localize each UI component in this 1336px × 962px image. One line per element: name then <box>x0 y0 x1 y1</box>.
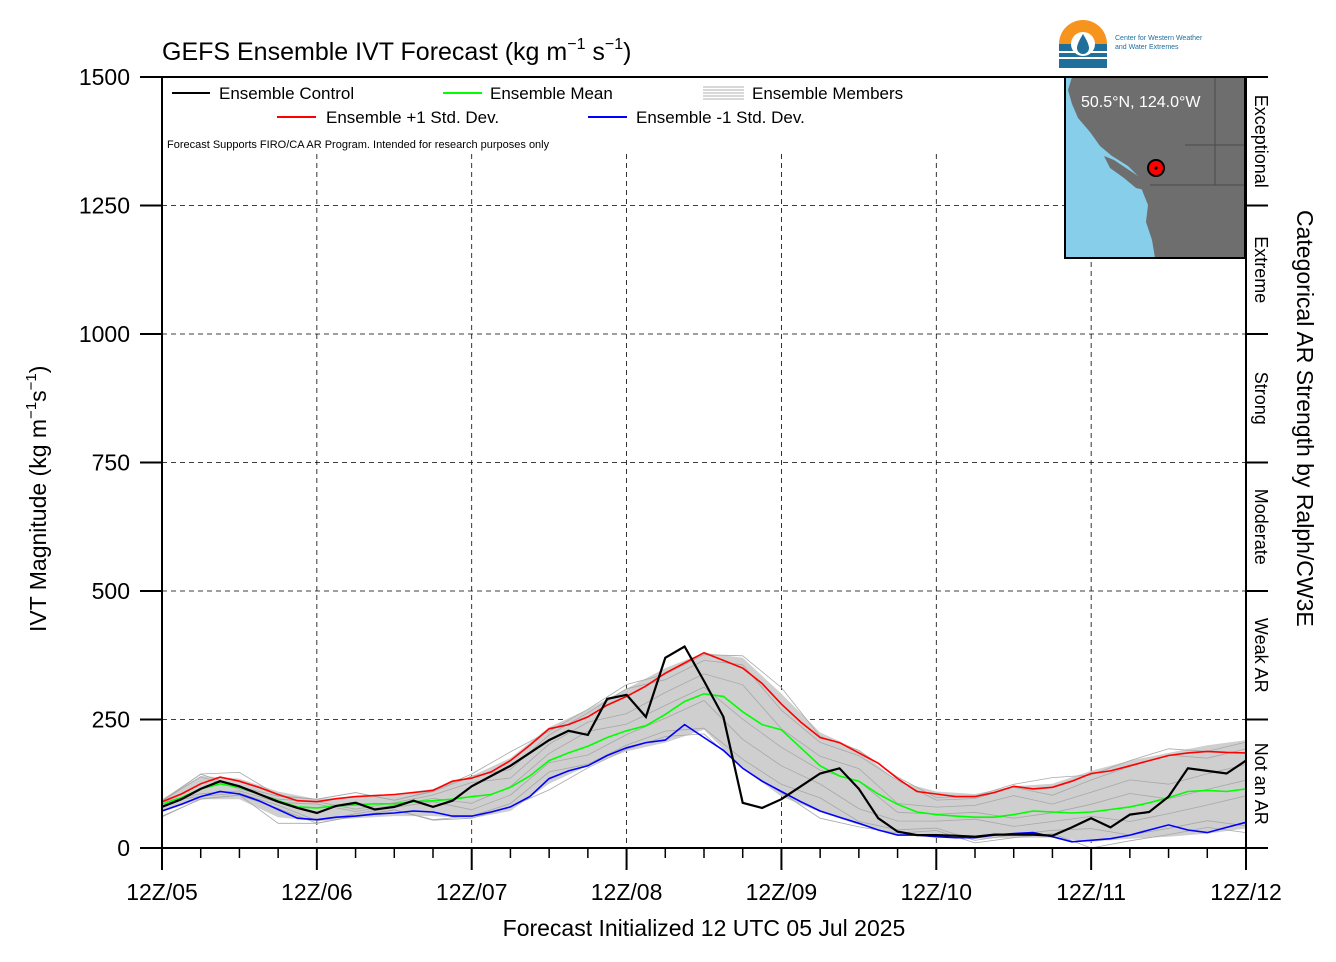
y-axis-label: IVT Magnitude (kg m−1s−1) <box>23 366 51 632</box>
ar-category-axis: Not an AR Weak AR Moderate Strong Extreme Exc… <box>1246 76 1271 849</box>
legend-swatch-members <box>703 86 744 100</box>
inset-borders <box>1150 77 1245 186</box>
legend-label-mean: Ensemble Mean <box>490 84 613 103</box>
x-tick-label-6: 12Z/11 <box>1056 879 1126 905</box>
y-tick-label-750: 750 <box>92 450 130 476</box>
legend-label-plus-std: Ensemble +1 Std. Dev. <box>326 108 499 127</box>
member-line-5 <box>161 654 1247 802</box>
category-label-4: Extreme <box>1251 236 1271 303</box>
category-label-1: Weak AR <box>1251 618 1271 693</box>
x-tick-label-2: 12Z/07 <box>436 879 508 905</box>
category-label-2: Moderate <box>1251 489 1271 565</box>
cw3e-logo: Center for Western Weather and Water Ext… <box>1059 20 1203 68</box>
y-tick-label-250: 250 <box>92 707 130 733</box>
members-band <box>162 652 1246 842</box>
logo-text-1: Center for Western Weather <box>1115 35 1203 42</box>
location-inset-map: 50.5°N, 124.0°W <box>1064 76 1246 259</box>
research-note: Forecast Supports FIRO/CA AR Program. In… <box>167 139 550 151</box>
category-label-0: Not an AR <box>1251 743 1271 825</box>
x-tick-label-5: 12Z/10 <box>900 879 972 905</box>
series-lines <box>161 644 1247 843</box>
y-tick-label-1000: 1000 <box>79 321 130 347</box>
legend-label-control: Ensemble Control <box>219 84 354 103</box>
location-marker-dot <box>1154 166 1158 170</box>
x-tick-label-0: 12Z/05 <box>126 879 198 905</box>
member-line-2 <box>161 686 1247 819</box>
legend-label-minus-std: Ensemble -1 Std. Dev. <box>636 108 805 127</box>
right-axis-label: Categorical AR Strength by Ralph/CW3E <box>1292 210 1318 627</box>
category-label-5: Exceptional <box>1251 95 1271 188</box>
category-label-3: Strong <box>1251 372 1271 425</box>
member-line-3 <box>161 673 1247 810</box>
series-line-ensemble-1-std-dev <box>161 723 1247 843</box>
legend-label-members: Ensemble Members <box>752 84 903 103</box>
x-tick-label-3: 12Z/08 <box>591 879 663 905</box>
y-tick-label-0: 0 <box>117 835 130 861</box>
x-tick-label-4: 12Z/09 <box>746 879 818 905</box>
x-axis-label: Forecast Initialized 12 UTC 05 Jul 2025 <box>503 915 906 941</box>
legend: Ensemble Control Ensemble Mean Ensemble … <box>167 84 903 151</box>
chart-title: GEFS Ensemble IVT Forecast (kg m−1 s−1) <box>162 36 632 66</box>
x-tick-label-7: 12Z/12 <box>1210 879 1282 905</box>
y-axis: 0 250 500 750 1000 1250 1500 <box>79 64 162 861</box>
x-tick-label-1: 12Z/06 <box>281 879 353 905</box>
inset-island <box>1104 156 1144 190</box>
y-tick-label-1250: 1250 <box>79 193 130 219</box>
x-axis: 12Z/05 12Z/06 12Z/07 12Z/08 12Z/09 12Z/10 12Z/… <box>126 848 1282 905</box>
logo-drop-icon <box>1077 34 1089 54</box>
inset-coordinates: 50.5°N, 124.0°W <box>1081 94 1201 111</box>
logo-text-2: and Water Extremes <box>1115 44 1179 51</box>
y-tick-label-500: 500 <box>92 578 130 604</box>
member-line-6 <box>161 733 1247 849</box>
y-tick-label-1500: 1500 <box>79 64 130 90</box>
inset-frame <box>1064 76 1246 259</box>
series-line-ensemble-control <box>161 644 1247 838</box>
series-line-ensemble-1-std-dev <box>161 651 1247 803</box>
